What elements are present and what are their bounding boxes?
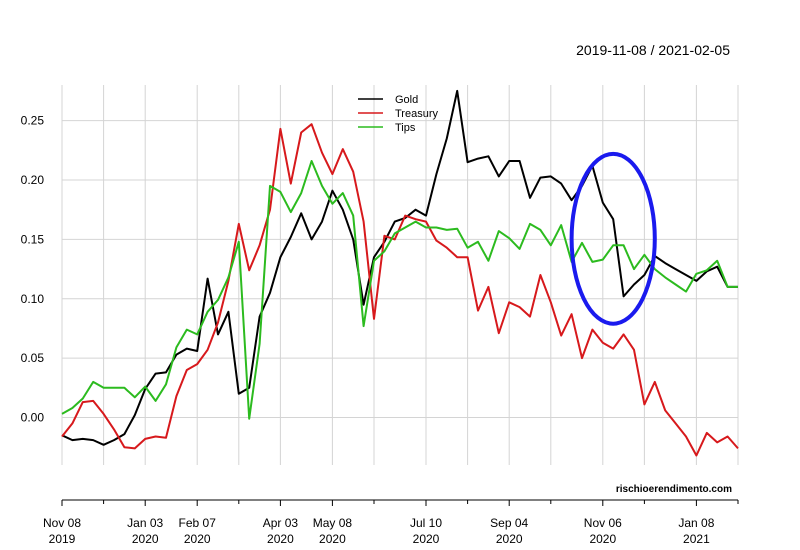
x-tick-label-year: 2020 (413, 532, 440, 546)
legend-label-gold: Gold (395, 94, 418, 106)
legend: Gold Treasury Tips (358, 94, 438, 134)
axes: 0.25 0.20 0.15 0.10 0.05 0.00 Nov 08 2019 Jan 03… (21, 114, 739, 546)
x-tick-label-year: 2020 (184, 532, 211, 546)
x-tick-label-year: 2019 (49, 532, 76, 546)
y-tick-label: 0.20 (21, 173, 45, 187)
series-line-gold (61, 89, 738, 446)
y-tick-label: 0.10 (21, 292, 45, 306)
series-lines (61, 89, 739, 457)
x-tick-label: Nov 06 (584, 516, 622, 530)
legend-label-tips: Tips (395, 122, 416, 134)
x-tick-label-year: 2021 (683, 532, 710, 546)
x-tick-label-year: 2020 (319, 532, 346, 546)
x-tick-label-year: 2020 (496, 532, 523, 546)
y-tick-label: 0.15 (21, 232, 45, 246)
x-tick-label-year: 2020 (589, 532, 616, 546)
x-tick-label: Feb 07 (179, 516, 217, 530)
y-tick-label: 0.00 (21, 411, 45, 425)
y-tick-label: 0.05 (21, 351, 45, 365)
x-tick-label: Jul 10 (410, 516, 442, 530)
x-tick-label: Jan 08 (678, 516, 714, 530)
annotation-layer (569, 151, 657, 326)
y-tick-label: 0.25 (21, 114, 45, 128)
watermark: rischioerendimento.com (616, 484, 732, 495)
legend-label-treasury: Treasury (395, 108, 438, 120)
series-line-treasury (61, 123, 739, 457)
x-tick-label-year: 2020 (132, 532, 159, 546)
series-line-tips (61, 160, 738, 420)
x-tick-label: Jan 03 (127, 516, 163, 530)
date-range-label: 2019-11-08 / 2021-02-05 (576, 42, 730, 58)
highlight-ellipse (569, 151, 657, 326)
x-tick-label: May 08 (313, 516, 353, 530)
x-tick-label-year: 2020 (267, 532, 294, 546)
grid (61, 85, 739, 465)
x-tick-label: Sep 04 (490, 516, 528, 530)
x-tick-label: Apr 03 (263, 516, 299, 530)
x-tick-label: Nov 08 (43, 516, 81, 530)
